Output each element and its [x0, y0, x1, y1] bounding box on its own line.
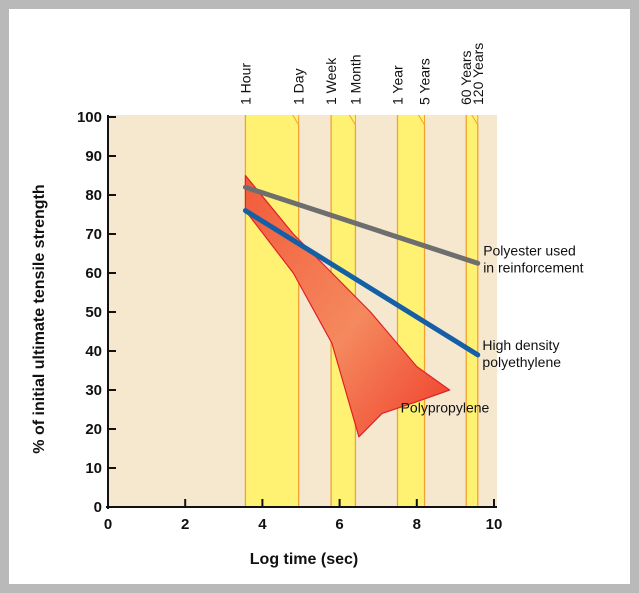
time-marker-label-1: 1 Hour: [237, 63, 253, 105]
time-marker-labels-layer: 1 Hour 1 Day 1 Week 1 Month 1 Year 5 Years 60 …: [237, 43, 485, 105]
y-tick-label-20: 20: [85, 421, 102, 438]
time-marker-label-5: 1 Year: [390, 65, 406, 105]
y-tick-label-70: 70: [85, 226, 102, 243]
y-tick-label-60: 60: [85, 265, 102, 282]
y-tick-label-0: 0: [94, 499, 102, 516]
band-tab-3: [418, 114, 426, 127]
hdpe-label-line-2: polyethylene: [482, 354, 561, 370]
figure-panel: 0 10 20 30 40 50 60 70 80 90 100 0 2 4 6 8 10 1 Hour 1 Da…: [9, 9, 630, 584]
y-axis-title: % of initial ultimate tensile strength: [31, 184, 48, 453]
y-tick-label-100: 100: [77, 109, 102, 126]
polypropylene-label: Polypropylene: [401, 400, 490, 416]
band-tab-1: [292, 114, 300, 127]
time-marker-label-3: 1 Week: [323, 57, 339, 105]
time-marker-label-7: 60 Years: [458, 51, 474, 106]
y-tick-label-40: 40: [85, 343, 102, 360]
highlight-band-1: [245, 115, 299, 507]
x-tick-label-4: 4: [258, 516, 267, 533]
time-marker-label-4: 1 Month: [347, 54, 363, 105]
polyester-label-line-1: Polyester used: [483, 242, 576, 258]
polyester-label: Polyester used in reinforcement: [483, 242, 583, 275]
hdpe-label: High density polyethylene: [482, 337, 561, 370]
highlight-band-4: [466, 115, 478, 507]
y-tick-label-50: 50: [85, 304, 102, 321]
tensile-strength-chart: 0 10 20 30 40 50 60 70 80 90 100 0 2 4 6 8 10 1 Hour 1 Da…: [31, 43, 584, 568]
axes-layer: 0 10 20 30 40 50 60 70 80 90 100 0 2 4 6 8 10: [77, 109, 502, 533]
y-tick-label-90: 90: [85, 148, 102, 165]
series-lines-layer: [242, 184, 481, 358]
y-tick-label-30: 30: [85, 382, 102, 399]
x-tick-label-6: 6: [335, 516, 343, 533]
plot-background: [108, 115, 497, 507]
x-tick-label-0: 0: [104, 516, 112, 533]
x-tick-label-8: 8: [413, 516, 421, 533]
hdpe-line: [242, 208, 481, 358]
hdpe-label-line-1: High density: [482, 337, 559, 353]
time-marker-label-2: 1 Day: [291, 68, 307, 105]
polyester-label-line-2: in reinforcement: [483, 259, 583, 275]
band-tab-2: [348, 114, 356, 127]
x-tick-label-2: 2: [181, 516, 189, 533]
plot-background-layer: [108, 115, 497, 507]
series-labels-layer: Polyester used in reinforcement High densi…: [401, 242, 584, 415]
x-axis-title: Log time (sec): [250, 551, 358, 568]
time-marker-label-8: 120 Years: [470, 43, 486, 105]
y-tick-label-80: 80: [85, 187, 102, 204]
polyester-line: [242, 184, 481, 266]
time-marker-label-6: 5 Years: [417, 58, 433, 105]
x-tick-label-10: 10: [486, 516, 503, 533]
band-tab-4: [471, 114, 479, 127]
y-tick-label-10: 10: [85, 460, 102, 477]
